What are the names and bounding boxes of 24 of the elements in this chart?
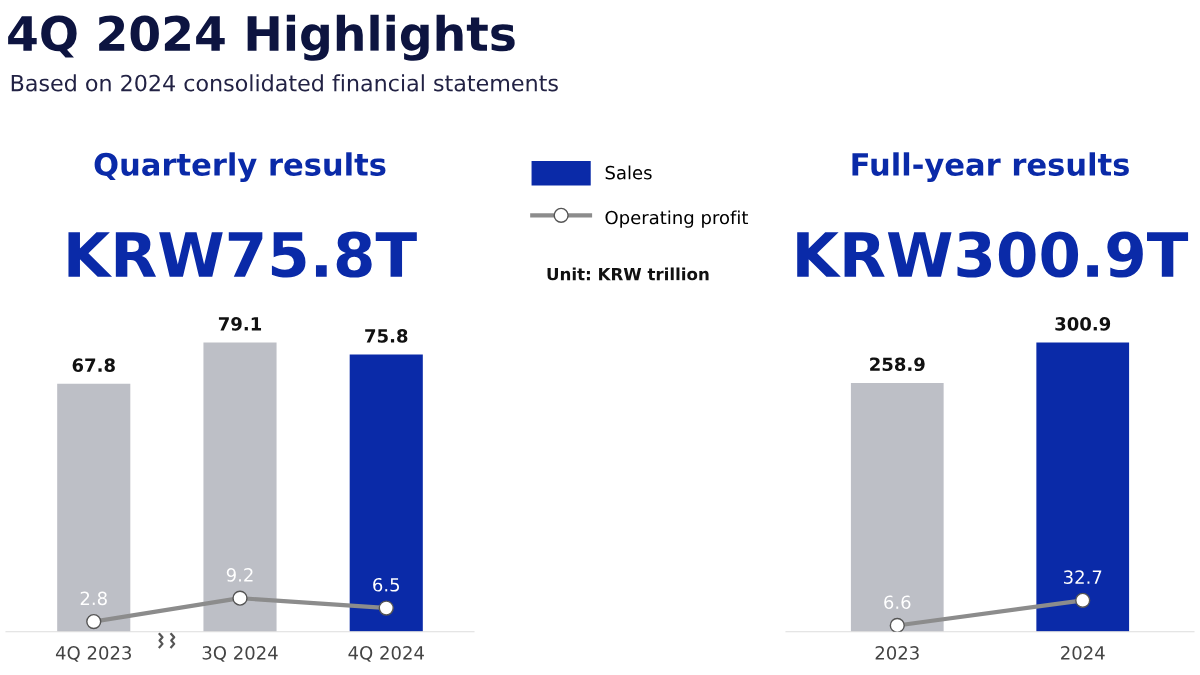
data-label: 9.2 [226,568,253,582]
text: Based on 2024 consolidated financial statements [11,74,558,92]
x-tick-label: 2023 [875,646,919,660]
legend-label: Sales [605,165,652,180]
data-label: 6.6 [884,595,911,610]
chart-subtitle: KRW300.9T [797,231,1189,278]
data-label: 79.1 [218,317,262,331]
data-label: 75.8 [365,329,408,343]
data-label: 67.8 [72,358,115,373]
data-label: 32.7 [1064,570,1102,584]
text: 4Q 2024 Highlights [8,14,515,61]
data-label: 6.5 [373,577,400,592]
chart-title: Full-year results [852,152,1129,183]
x-tick-label: 4Q 2024 [348,646,424,662]
data-label: 258.9 [870,357,925,372]
x-tick-label: 3Q 2024 [202,646,278,662]
text: Unit: KRW trillion [547,267,709,281]
chart-subtitle: KRW75.8T [68,231,417,278]
data-label: 300.9 [1055,317,1111,331]
data-label: 2.8 [80,591,107,606]
x-tick-label: 2024 [1061,646,1105,660]
legend-label: Operating profit [605,210,749,228]
chart-title: Quarterly results [94,152,386,183]
x-tick-label: 4Q 2023 [55,646,131,662]
